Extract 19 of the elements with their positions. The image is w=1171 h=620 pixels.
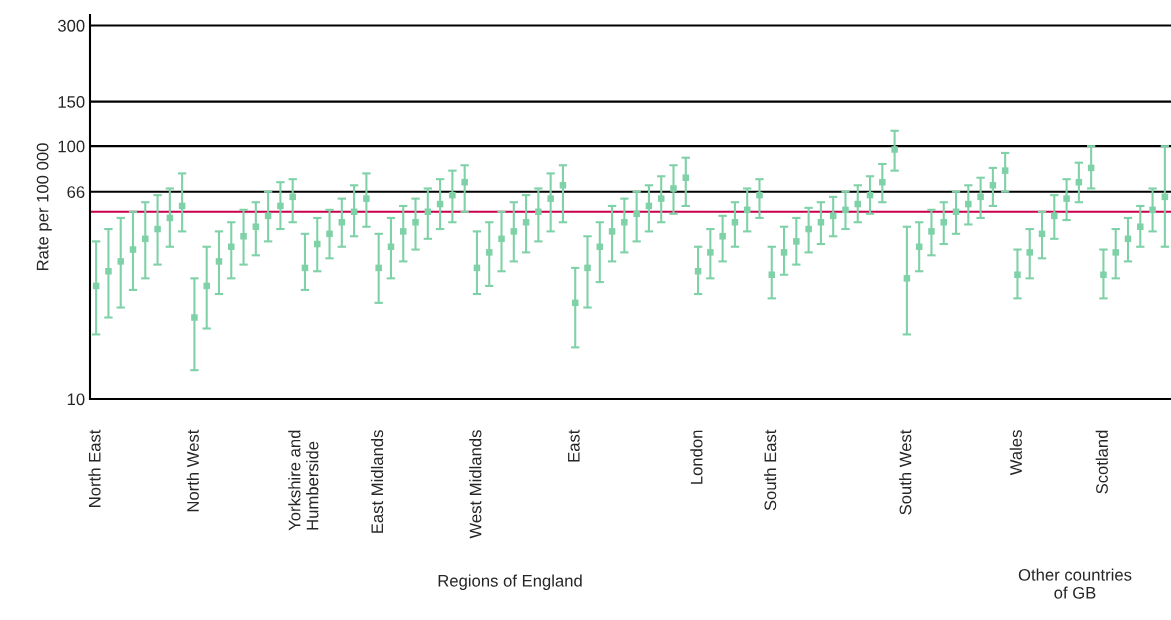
y-tick-label: 66 — [67, 186, 85, 198]
y-tick-label: 150 — [58, 95, 85, 108]
x-tick-label: Wales — [1009, 430, 1022, 476]
y-axis-title: Rate per 100 000 — [36, 143, 52, 271]
text: Regions of England — [438, 574, 582, 590]
x-tick-label: South West — [899, 429, 912, 515]
y-tick-label: 10 — [67, 393, 85, 406]
x-tick-label: West Midlands — [469, 430, 482, 539]
y-tick-label: 300 — [57, 19, 85, 32]
x-tick-label: London — [690, 430, 703, 484]
x-tick-label: South East — [764, 429, 777, 511]
y-tick-label: 100 — [58, 140, 85, 153]
x-tick-label: East Midlands — [370, 430, 384, 533]
x-tick-label: North East — [88, 429, 101, 507]
text: Other countries of GB — [1018, 568, 1132, 599]
x-tick-label: North West — [186, 429, 199, 512]
x-tick-label: Yorkshire and Humberside — [288, 430, 319, 531]
x-tick-label: East — [568, 429, 580, 462]
x-tick-label: Scotland — [1095, 430, 1108, 494]
